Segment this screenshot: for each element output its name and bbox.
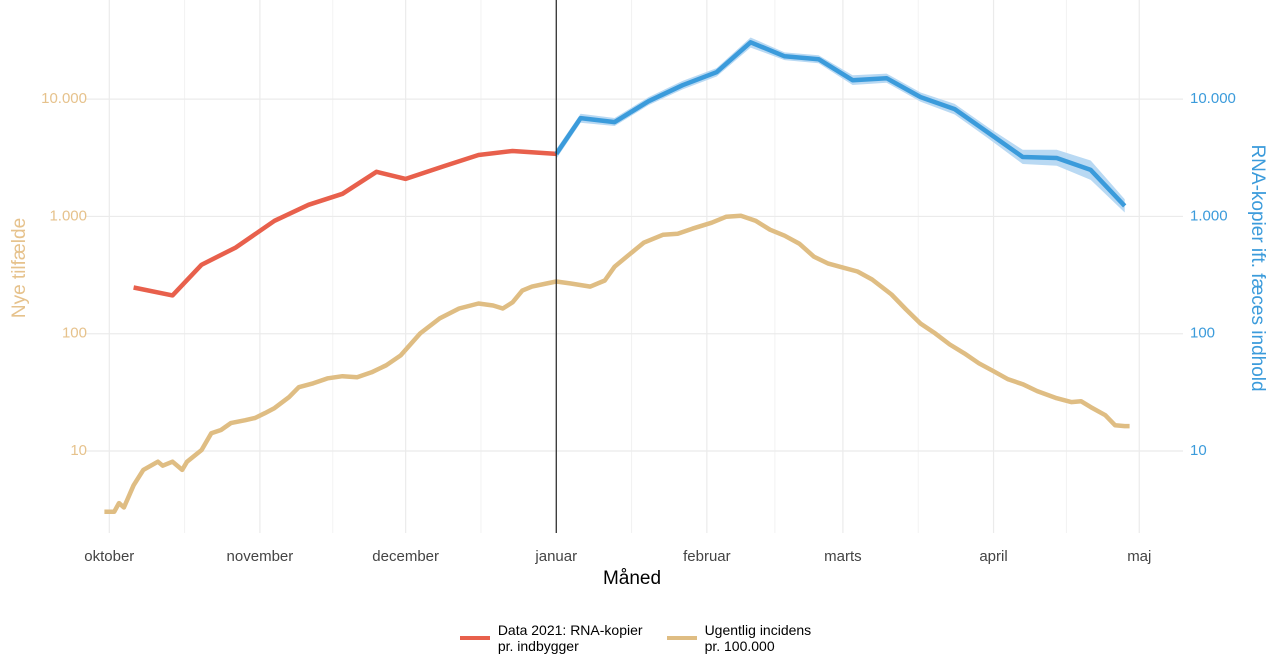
x-tick-label: februar — [683, 548, 731, 565]
x-tick-label: januar — [534, 548, 577, 565]
y-tick-label: 10 — [70, 442, 87, 459]
y2-tick-label: 10 — [1190, 442, 1207, 459]
y2-axis-label: RNA-kopier ift. fæces indhold — [1247, 144, 1268, 391]
series-line — [554, 40, 1127, 208]
confidence-band — [556, 37, 1125, 213]
legend-item: Data 2021: RNA-kopier pr. indbygger — [459, 622, 643, 654]
x-tick-label: oktober — [84, 548, 134, 565]
legend-item: Ugentlig incidens pr. 100.000 — [666, 622, 812, 654]
y2-tick-label: 100 — [1190, 325, 1215, 342]
y-tick-label: 10.000 — [41, 90, 87, 107]
series-line — [133, 148, 557, 298]
grid — [85, 0, 1183, 533]
x-axis-label: Måned — [603, 568, 661, 589]
y2-tick-label: 10.000 — [1190, 90, 1236, 107]
y2-tick-label: 1.000 — [1190, 207, 1228, 224]
legend-key — [459, 636, 490, 640]
legend-label: Ugentlig incidens pr. 100.000 — [704, 622, 812, 654]
x-tick-label: november — [227, 548, 294, 565]
legend-label: Data 2021: RNA-kopier pr. indbygger — [497, 622, 643, 654]
x-tick-label: marts — [824, 548, 862, 565]
x-tick-label: april — [979, 548, 1007, 565]
y-tick-label: 100 — [62, 325, 87, 342]
legend-key — [666, 636, 697, 640]
y-tick-label: 1.000 — [49, 207, 87, 224]
series-line — [104, 213, 1130, 515]
legend: Data 2021: RNA-kopier pr. indbygger Ugent… — [0, 622, 1271, 654]
x-tick-label: december — [372, 548, 439, 565]
y-axis-label: Nye tilfælde — [9, 218, 30, 318]
x-tick-label: maj — [1127, 548, 1151, 565]
